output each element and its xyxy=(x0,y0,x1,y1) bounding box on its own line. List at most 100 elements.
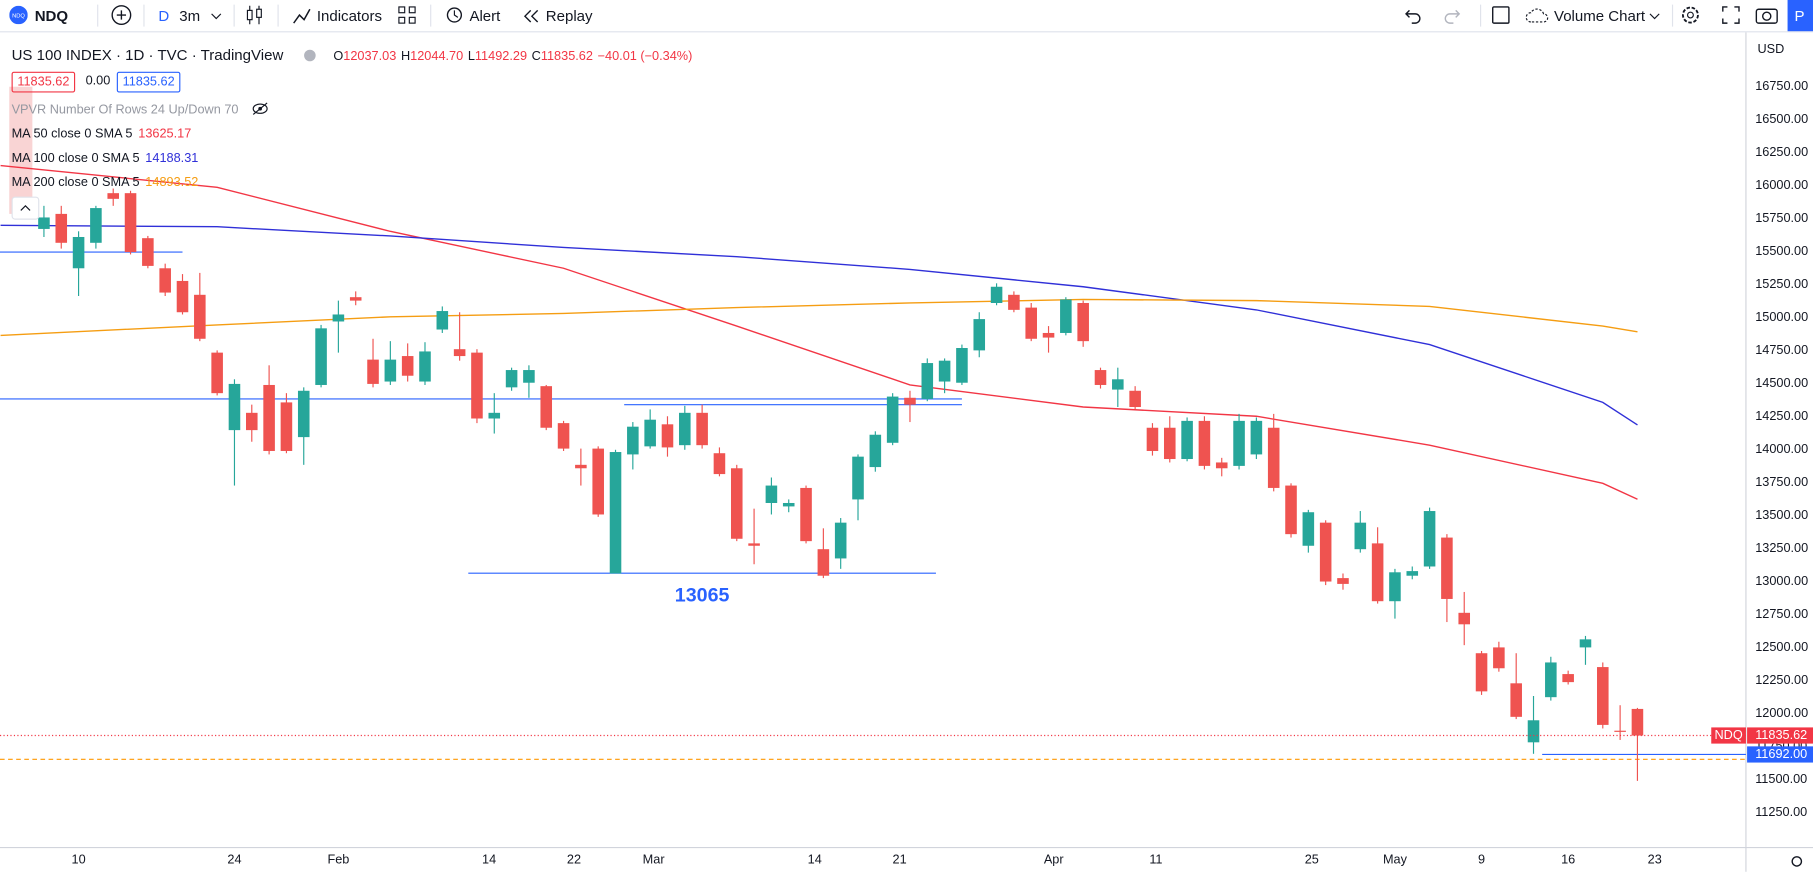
x-tick-label: 10 xyxy=(72,852,86,867)
candle-body xyxy=(644,419,656,447)
ma-name: MA 200 close 0 SMA 5 xyxy=(11,175,140,190)
fullscreen-button[interactable] xyxy=(1722,6,1741,25)
vpvr-legend[interactable]: VPVR Number Of Rows 24 Up/Down 70 xyxy=(12,102,270,118)
candle-body xyxy=(1545,662,1557,698)
ma-legend-row[interactable]: MA 100 close 0 SMA 5 14188.31 xyxy=(12,150,199,166)
candle-body xyxy=(72,236,85,269)
ma-value: 14893.52 xyxy=(145,175,199,190)
candle-body xyxy=(1112,379,1124,390)
candle-body xyxy=(765,485,778,503)
y-tick-label: 12000.00 xyxy=(1755,705,1808,720)
candle-body xyxy=(713,453,726,475)
layout-button[interactable] xyxy=(1492,6,1511,25)
market-status[interactable] xyxy=(303,49,316,62)
currency: USD xyxy=(1758,41,1785,56)
y-tick-label: 13000.00 xyxy=(1755,573,1808,588)
separator xyxy=(430,4,432,27)
indicators-button[interactable]: Indicators xyxy=(316,6,382,25)
separator xyxy=(1480,4,1482,27)
separator xyxy=(233,4,235,27)
y-tick-label: 11500.00 xyxy=(1755,771,1807,786)
symbol-box xyxy=(1711,727,1746,744)
candle-body xyxy=(679,412,691,446)
candle-body xyxy=(38,217,50,229)
axis-settings[interactable] xyxy=(1791,856,1803,867)
y-tick-label: 14000.00 xyxy=(1755,441,1808,456)
x-tick-label: 14 xyxy=(482,852,496,867)
candle-body xyxy=(800,487,812,542)
candle-body xyxy=(609,452,622,574)
range-dropdown[interactable] xyxy=(210,10,222,22)
candle-body xyxy=(1215,462,1228,469)
candle-body xyxy=(921,363,934,399)
snapshot-button[interactable] xyxy=(1755,6,1778,25)
x-tick-label: Apr xyxy=(1044,852,1065,867)
candle-body xyxy=(1042,332,1055,338)
candle-body xyxy=(1614,730,1626,732)
candle-body xyxy=(575,464,587,469)
redo-button[interactable] xyxy=(1443,8,1462,24)
range[interactable]: 3m xyxy=(179,6,201,25)
y-tick-label: 13500.00 xyxy=(1755,507,1808,522)
candle-body xyxy=(488,412,501,419)
candle-body xyxy=(1475,653,1488,692)
replay-icon[interactable] xyxy=(523,8,542,24)
replay-button[interactable]: Replay xyxy=(545,6,593,25)
y-tick-label: 12250.00 xyxy=(1755,672,1808,687)
undo-button[interactable] xyxy=(1404,8,1423,24)
candle-body xyxy=(471,352,483,419)
layout-name[interactable]: Volume Chart xyxy=(1554,6,1646,25)
interval[interactable]: D xyxy=(158,6,170,25)
x-tick-label: Mar xyxy=(643,852,666,867)
candle-body xyxy=(661,424,674,448)
ma-name: MA 50 close 0 SMA 5 xyxy=(11,127,133,142)
x-tick-label: 25 xyxy=(1305,852,1319,867)
symbol[interactable]: NDQ xyxy=(34,6,69,25)
y-tick-label: 15750.00 xyxy=(1755,210,1808,225)
settings-button[interactable] xyxy=(1680,5,1701,26)
indicators-icon[interactable] xyxy=(291,5,312,26)
candle-body xyxy=(1146,427,1159,451)
chart-style-button[interactable] xyxy=(245,5,264,26)
alert-icon[interactable] xyxy=(444,5,465,26)
publish-button[interactable]: P xyxy=(1787,0,1813,32)
candle-body xyxy=(107,193,120,199)
ma-legend-row[interactable]: MA 50 close 0 SMA 5 13625.17 xyxy=(12,126,192,142)
separator xyxy=(277,4,279,27)
templates-button[interactable] xyxy=(398,6,417,25)
layout-dropdown[interactable] xyxy=(1649,10,1661,22)
candle-body xyxy=(627,426,639,455)
candle-body xyxy=(297,390,310,438)
candle-body xyxy=(557,423,570,449)
compare-button[interactable] xyxy=(111,5,132,26)
candle-body xyxy=(540,386,553,428)
y-tick-label: 12750.00 xyxy=(1755,606,1808,621)
candle-body xyxy=(1597,667,1609,725)
separator xyxy=(1671,4,1674,27)
alert-button[interactable]: Alert xyxy=(469,6,501,25)
collapse-legend-button[interactable] xyxy=(11,196,40,220)
bid-price[interactable]: 11835.62 xyxy=(11,71,76,93)
candle-body xyxy=(1527,720,1540,743)
chart-legend: US 100 INDEX · 1D · TVC · TradingView O1… xyxy=(12,46,693,66)
ask-price[interactable]: 11835.62 xyxy=(116,71,181,93)
ma-value: 13625.17 xyxy=(138,127,192,142)
candle-body xyxy=(315,328,327,385)
candle-body xyxy=(869,434,882,468)
candle-body xyxy=(1181,420,1193,460)
x-tick-label: 9 xyxy=(1478,852,1485,867)
y-tick-label: 16250.00 xyxy=(1755,144,1808,159)
y-tick-label: 15500.00 xyxy=(1755,243,1808,258)
symbol-label: NDQ xyxy=(1714,727,1742,742)
candle-body xyxy=(1129,390,1141,408)
candle-body xyxy=(384,359,397,382)
candle-body xyxy=(1371,543,1384,602)
candle-body xyxy=(228,383,241,431)
y-tick-label: 16500.00 xyxy=(1755,111,1808,126)
y-tick-label: 13750.00 xyxy=(1755,474,1808,489)
y-tick-label: 14500.00 xyxy=(1755,375,1808,390)
cloud-icon xyxy=(1525,8,1549,23)
ma-legend-row[interactable]: MA 200 close 0 SMA 5 14893.52 xyxy=(12,175,199,191)
candle-body xyxy=(523,370,535,383)
hidden-icon[interactable] xyxy=(251,102,270,116)
